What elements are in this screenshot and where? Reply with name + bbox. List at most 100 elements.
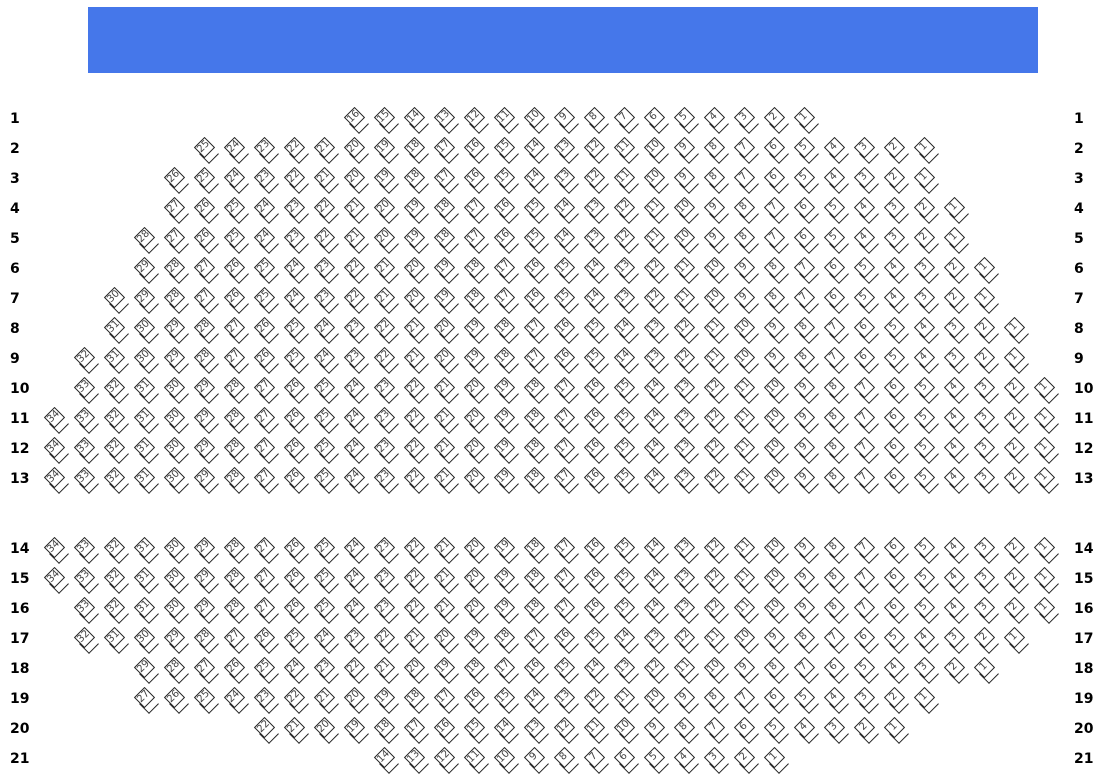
seat[interactable]: 16: [581, 376, 609, 404]
seat[interactable]: 12: [461, 106, 489, 134]
seat[interactable]: 23: [371, 466, 399, 494]
seat[interactable]: 28: [221, 406, 249, 434]
seat[interactable]: 30: [131, 626, 159, 654]
seat[interactable]: 6: [821, 286, 849, 314]
seat[interactable]: 32: [71, 346, 99, 374]
seat[interactable]: 30: [161, 436, 189, 464]
seat[interactable]: 9: [671, 686, 699, 714]
seat[interactable]: 1: [941, 226, 969, 254]
seat[interactable]: 16: [431, 716, 459, 744]
seat[interactable]: 13: [671, 596, 699, 624]
seat[interactable]: 17: [461, 226, 489, 254]
seat[interactable]: 34: [41, 406, 69, 434]
seat[interactable]: 12: [701, 406, 729, 434]
seat[interactable]: 5: [851, 286, 879, 314]
seat[interactable]: 3: [911, 656, 939, 684]
seat[interactable]: 4: [911, 346, 939, 374]
seat[interactable]: 14: [491, 716, 519, 744]
seat[interactable]: 30: [131, 316, 159, 344]
seat[interactable]: 31: [131, 536, 159, 564]
seat[interactable]: 11: [461, 746, 489, 774]
seat[interactable]: 22: [281, 166, 309, 194]
seat[interactable]: 24: [281, 656, 309, 684]
seat[interactable]: 1: [911, 166, 939, 194]
seat[interactable]: 22: [281, 136, 309, 164]
seat[interactable]: 14: [641, 406, 669, 434]
seat[interactable]: 7: [851, 596, 879, 624]
seat[interactable]: 9: [761, 626, 789, 654]
seat[interactable]: 11: [701, 346, 729, 374]
seat[interactable]: 28: [221, 566, 249, 594]
seat[interactable]: 20: [401, 256, 429, 284]
seat[interactable]: 26: [221, 256, 249, 284]
seat[interactable]: 15: [611, 406, 639, 434]
seat[interactable]: 9: [791, 566, 819, 594]
seat[interactable]: 15: [611, 436, 639, 464]
seat[interactable]: 25: [311, 566, 339, 594]
seat[interactable]: 29: [131, 286, 159, 314]
seat[interactable]: 25: [191, 136, 219, 164]
seat[interactable]: 12: [581, 166, 609, 194]
seat[interactable]: 22: [311, 196, 339, 224]
seat[interactable]: 9: [551, 106, 579, 134]
seat[interactable]: 21: [431, 376, 459, 404]
seat[interactable]: 2: [1001, 436, 1029, 464]
seat[interactable]: 11: [731, 436, 759, 464]
seat[interactable]: 16: [551, 346, 579, 374]
seat[interactable]: 10: [491, 746, 519, 774]
seat[interactable]: 25: [281, 626, 309, 654]
seat[interactable]: 14: [581, 256, 609, 284]
seat[interactable]: 4: [851, 196, 879, 224]
seat[interactable]: 12: [671, 346, 699, 374]
seat[interactable]: 31: [131, 466, 159, 494]
seat[interactable]: 15: [491, 686, 519, 714]
seat[interactable]: 12: [581, 686, 609, 714]
seat[interactable]: 5: [671, 106, 699, 134]
seat[interactable]: 2: [1001, 566, 1029, 594]
seat[interactable]: 13: [551, 136, 579, 164]
seat[interactable]: 22: [311, 226, 339, 254]
seat[interactable]: 19: [401, 226, 429, 254]
seat[interactable]: 28: [221, 436, 249, 464]
seat[interactable]: 12: [551, 716, 579, 744]
seat[interactable]: 9: [521, 746, 549, 774]
seat[interactable]: 29: [191, 436, 219, 464]
seat[interactable]: 18: [461, 656, 489, 684]
seat[interactable]: 18: [521, 566, 549, 594]
seat[interactable]: 26: [221, 656, 249, 684]
seat[interactable]: 27: [251, 596, 279, 624]
seat[interactable]: 10: [701, 656, 729, 684]
seat[interactable]: 26: [251, 626, 279, 654]
seat[interactable]: 7: [611, 106, 639, 134]
seat[interactable]: 4: [671, 746, 699, 774]
seat[interactable]: 22: [401, 566, 429, 594]
seat[interactable]: 17: [551, 376, 579, 404]
seat[interactable]: 12: [671, 626, 699, 654]
seat[interactable]: 20: [461, 436, 489, 464]
seat[interactable]: 1: [1001, 626, 1029, 654]
seat[interactable]: 13: [671, 376, 699, 404]
seat[interactable]: 16: [461, 686, 489, 714]
seat[interactable]: 6: [881, 536, 909, 564]
seat[interactable]: 15: [611, 596, 639, 624]
seat[interactable]: 24: [281, 256, 309, 284]
seat[interactable]: 2: [1001, 536, 1029, 564]
seat[interactable]: 34: [41, 536, 69, 564]
seat[interactable]: 25: [311, 466, 339, 494]
seat[interactable]: 2: [971, 626, 999, 654]
seat[interactable]: 10: [761, 406, 789, 434]
seat[interactable]: 1: [1031, 376, 1059, 404]
seat[interactable]: 23: [251, 166, 279, 194]
seat[interactable]: 7: [791, 656, 819, 684]
seat[interactable]: 1: [1031, 466, 1059, 494]
seat[interactable]: 7: [731, 686, 759, 714]
seat[interactable]: 22: [371, 626, 399, 654]
seat[interactable]: 9: [671, 136, 699, 164]
seat[interactable]: 21: [311, 686, 339, 714]
seat[interactable]: 10: [671, 196, 699, 224]
seat[interactable]: 23: [371, 536, 399, 564]
seat[interactable]: 10: [521, 106, 549, 134]
seat[interactable]: 13: [431, 106, 459, 134]
seat[interactable]: 10: [641, 166, 669, 194]
seat[interactable]: 13: [671, 466, 699, 494]
